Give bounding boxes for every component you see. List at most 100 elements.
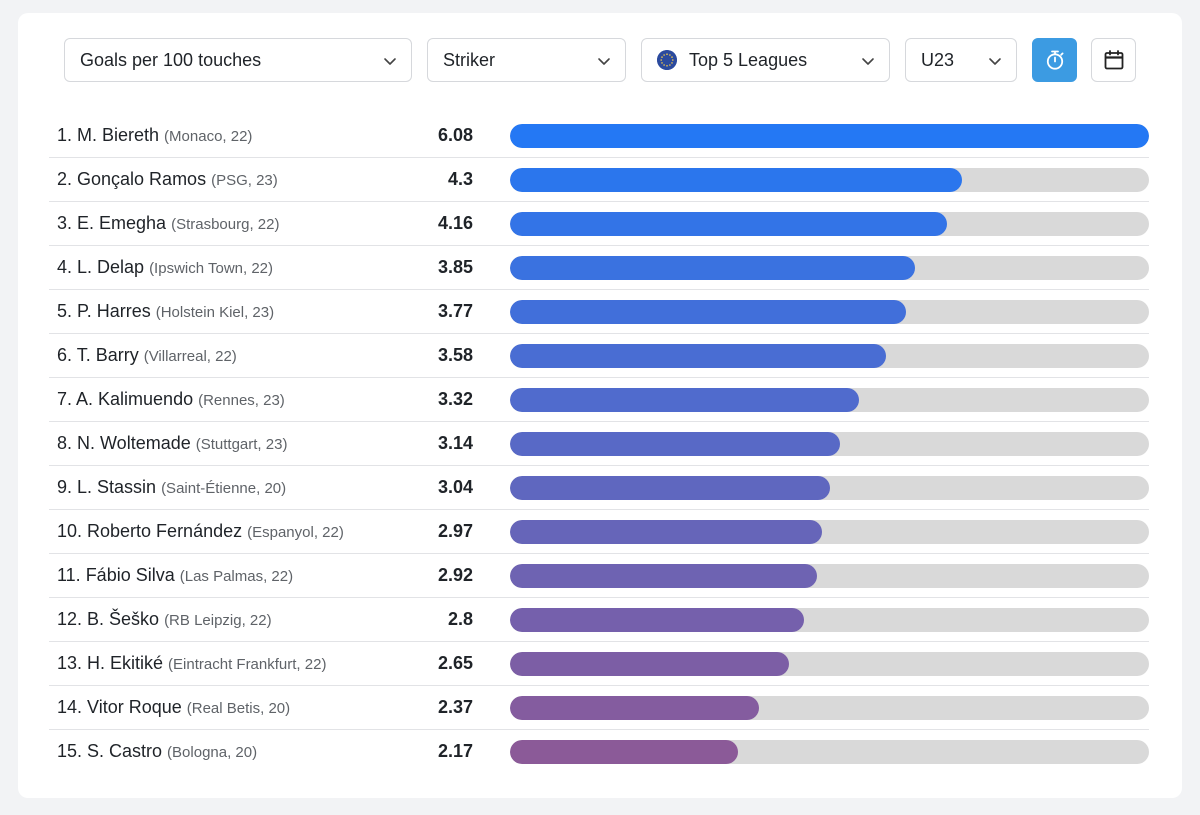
table-row: 13. H. Ekitiké (Eintracht Frankfurt, 22) 2… (49, 642, 1149, 686)
player-name-label: 15. S. Castro (57, 741, 163, 761)
player-club-age: (Strasbourg, 22) (171, 216, 280, 233)
bar (510, 124, 1149, 148)
player-club-age: (Holstein Kiel, 23) (155, 304, 275, 321)
value-label: 2.8 (447, 609, 473, 629)
bar-track (510, 300, 1149, 324)
bar (510, 740, 739, 764)
player-name: 11. Fábio Silva (Las Palmas, 22) (57, 554, 293, 598)
bar (510, 212, 948, 236)
age-group-select[interactable]: U23 (905, 38, 1017, 82)
bar-track (510, 564, 1149, 588)
player-club-age: (Real Betis, 20) (186, 700, 291, 717)
bar (510, 344, 887, 368)
value-label: 2.65 (437, 653, 473, 673)
table-row: 9. L. Stassin (Saint-Étienne, 20) 3.04 (49, 466, 1149, 510)
chevron-down-icon (384, 58, 396, 65)
player-club-age: (Villarreal, 22) (143, 348, 237, 365)
table-row: 1. M. Biereth (Monaco, 22) 6.08 (49, 114, 1149, 158)
bar-track (510, 124, 1149, 148)
player-name: 14. Vitor Roque (Real Betis, 20) (57, 686, 290, 730)
competition-select-value: Top 5 Leagues (689, 49, 808, 70)
eu-flag-icon (657, 50, 677, 70)
player-club-age: (Bologna, 20) (167, 744, 258, 761)
table-row: 8. N. Woltemade (Stuttgart, 23) 3.14 (49, 422, 1149, 466)
player-name-label: 10. Roberto Fernández (57, 521, 243, 541)
table-row: 2. Gonçalo Ramos (PSG, 23) 4.3 (49, 158, 1149, 202)
player-name: 6. T. Barry (Villarreal, 22) (57, 334, 237, 378)
value-label: 3.85 (437, 257, 473, 277)
value-label: 2.37 (437, 697, 473, 717)
stopwatch-icon (1046, 50, 1064, 70)
player-name-label: 5. P. Harres (57, 301, 151, 321)
player-club-age: (Ipswich Town, 22) (149, 260, 274, 277)
player-club-age: (RB Leipzig, 22) (164, 612, 272, 629)
player-name: 3. E. Emegha (Strasbourg, 22) (57, 202, 279, 246)
player-name-label: 7. A. Kalimuendo (57, 389, 194, 409)
bar-track (510, 256, 1149, 280)
age-group-select-value: U23 (921, 49, 955, 70)
value-label: 4.3 (447, 169, 473, 189)
bar-track (510, 608, 1149, 632)
bar (510, 696, 760, 720)
bar-track (510, 432, 1149, 456)
calendar-button[interactable] (1091, 38, 1136, 82)
table-row: 3. E. Emegha (Strasbourg, 22) 4.16 (49, 202, 1149, 246)
table-row: 5. P. Harres (Holstein Kiel, 23) 3.77 (49, 290, 1149, 334)
timer-button[interactable] (1032, 38, 1077, 82)
player-name-label: 12. B. Šeško (57, 609, 160, 629)
player-name: 10. Roberto Fernández (Espanyol, 22) (57, 510, 344, 554)
table-row: 7. A. Kalimuendo (Rennes, 23) 3.32 (49, 378, 1149, 422)
value-label: 2.17 (437, 741, 473, 761)
player-name: 4. L. Delap (Ipswich Town, 22) (57, 246, 273, 290)
player-name: 9. L. Stassin (Saint-Étienne, 20) (57, 466, 286, 510)
calendar-icon (1104, 50, 1123, 70)
table-row: 11. Fábio Silva (Las Palmas, 22) 2.92 (49, 554, 1149, 598)
player-name-label: 9. L. Stassin (57, 477, 157, 497)
player-club-age: (Eintracht Frankfurt, 22) (168, 656, 327, 673)
bar (510, 300, 907, 324)
position-select[interactable]: Striker (427, 38, 626, 82)
player-club-age: (Espanyol, 22) (247, 524, 344, 541)
bar-track (510, 476, 1149, 500)
metric-select[interactable]: Goals per 100 touches (64, 38, 412, 82)
value-label: 3.14 (437, 433, 473, 453)
player-club-age: (Saint-Étienne, 20) (161, 480, 287, 497)
bar-track (510, 168, 1149, 192)
table-row: 15. S. Castro (Bologna, 20) 2.17 (49, 730, 1149, 774)
competition-select[interactable]: Top 5 Leagues (641, 38, 890, 82)
player-name: 7. A. Kalimuendo (Rennes, 23) (57, 378, 285, 422)
player-name-label: 11. Fábio Silva (57, 565, 175, 585)
metric-select-value: Goals per 100 touches (80, 49, 262, 70)
player-name-label: 3. E. Emegha (57, 213, 167, 233)
player-club-age: (Monaco, 22) (164, 128, 253, 145)
bar-track (510, 212, 1149, 236)
player-club-age: (PSG, 23) (211, 172, 278, 189)
bar (510, 388, 859, 412)
bar-track (510, 344, 1149, 368)
table-row: 4. L. Delap (Ipswich Town, 22) 3.85 (49, 246, 1149, 290)
bar (510, 520, 823, 544)
bar-track (510, 520, 1149, 544)
ranking-list: 1. M. Biereth (Monaco, 22) 6.08 2. Gonçalo … (49, 114, 1149, 774)
value-label: 4.16 (437, 213, 473, 233)
filter-toolbar: Goals per 100 touches Striker Top 5 Leag… (18, 38, 1182, 83)
player-name-label: 4. L. Delap (57, 257, 145, 277)
bar (510, 168, 962, 192)
value-label: 3.04 (437, 477, 473, 497)
bar-track (510, 652, 1149, 676)
table-row: 6. T. Barry (Villarreal, 22) 3.58 (49, 334, 1149, 378)
player-name: 2. Gonçalo Ramos (PSG, 23) (57, 158, 278, 202)
bar (510, 432, 840, 456)
player-name: 1. M. Biereth (Monaco, 22) (57, 114, 252, 158)
chevron-down-icon (862, 58, 874, 65)
bar (510, 608, 805, 632)
player-name-label: 14. Vitor Roque (57, 697, 182, 717)
leaderboard-card: Goals per 100 touches Striker Top 5 Leag… (18, 13, 1182, 798)
value-label: 2.97 (437, 521, 473, 541)
table-row: 12. B. Šeško (RB Leipzig, 22) 2.8 (49, 598, 1149, 642)
player-name-label: 2. Gonçalo Ramos (57, 169, 207, 189)
player-name-label: 8. N. Woltemade (57, 433, 191, 453)
bar-track (510, 388, 1149, 412)
bar-track (510, 740, 1149, 764)
player-club-age: (Stuttgart, 23) (195, 436, 288, 453)
